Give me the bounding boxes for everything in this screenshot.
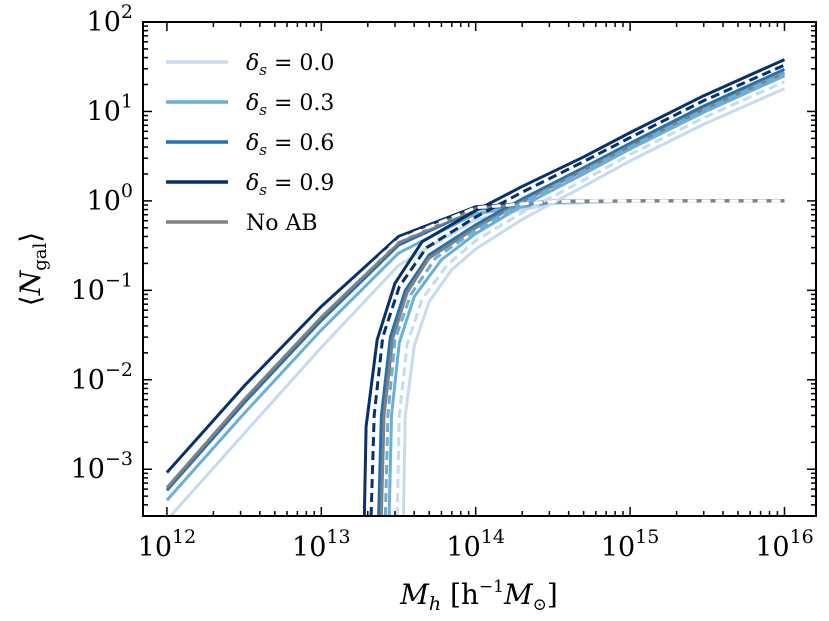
- y-tick-label: 10−3: [71, 448, 133, 485]
- series-line-4: [165, 199, 785, 489]
- y-tick-label: 10−2: [71, 359, 133, 396]
- x-tick-label: 1013: [292, 526, 351, 563]
- legend-item: δs = 0.6: [166, 131, 334, 159]
- dashed-series-line-2: [369, 63, 786, 516]
- dashed-series-line-1: [383, 72, 786, 516]
- legend-label: δs = 0.3: [246, 91, 334, 119]
- legend: δs = 0.0 δs = 0.3 δs = 0.6 δs = 0.9 No AB: [166, 51, 334, 236]
- y-tick-label: 101: [87, 90, 133, 127]
- series-line-2: [165, 199, 785, 492]
- series-layer: [165, 58, 786, 516]
- series-line-9: [379, 71, 786, 516]
- legend-label: δs = 0.9: [246, 171, 334, 199]
- plot-frame: [142, 21, 817, 517]
- legend-item: δs = 0.3: [166, 91, 334, 119]
- series-line-5: [401, 87, 786, 516]
- x-tick-label: 1014: [446, 526, 505, 563]
- y-tick-label: 10−1: [71, 269, 133, 306]
- x-tick-label: 1016: [755, 526, 814, 563]
- legend-item: No AB: [166, 211, 318, 236]
- x-tick-label: 1015: [601, 526, 660, 563]
- series-line-8: [362, 58, 786, 516]
- y-tick-label: 100: [87, 180, 133, 217]
- y-tick-label: 102: [87, 1, 133, 38]
- x-tick-label: 1012: [138, 526, 197, 563]
- series-line-7: [377, 68, 786, 516]
- legend-label: No AB: [246, 211, 318, 236]
- x-axis-label: Mh [h−1M⊙]: [399, 577, 558, 615]
- legend-item: δs = 0.9: [166, 171, 334, 199]
- dashed-series-line-0: [395, 80, 786, 516]
- legend-label: δs = 0.0: [246, 51, 334, 79]
- y-axis-label: ⟨Ngal⟩: [14, 232, 51, 306]
- legend-item: δs = 0.0: [166, 51, 334, 79]
- legend-label: δs = 0.6: [246, 131, 334, 159]
- ticks-layer: 1012 1013 1014 1015 1016 10−3 10−2 10−1 100 101 10…: [71, 1, 816, 563]
- dashed-series-line-3: [165, 199, 785, 482]
- series-line-6: [387, 74, 786, 516]
- series-line-1: [165, 199, 785, 502]
